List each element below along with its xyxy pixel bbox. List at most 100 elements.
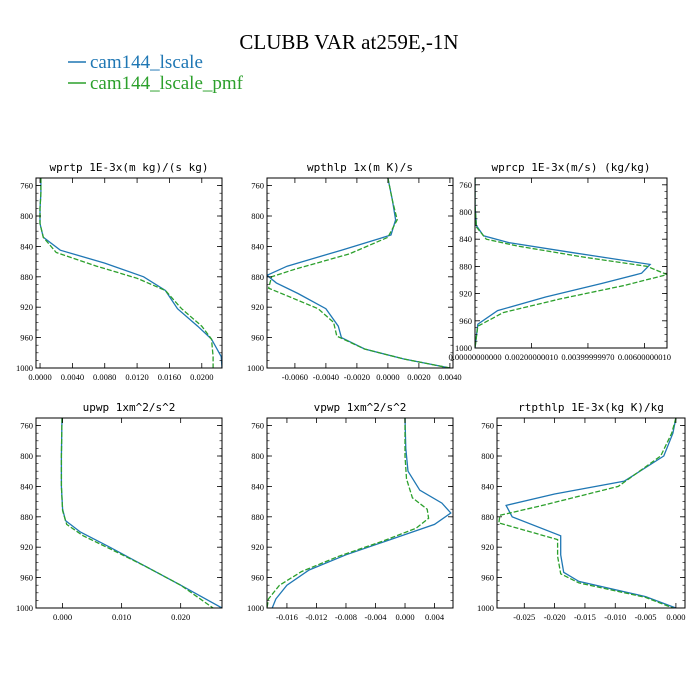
panels: wprtp 1E-3x(m kg)/(s kg) 760 800 840 880 920 9… <box>16 161 686 622</box>
y-tick-label: 880 <box>20 272 33 282</box>
x-tick-label: -0.0020 <box>344 372 370 382</box>
x-tick-label: 0.00000000000 <box>448 352 501 362</box>
panel-title: vpwp 1xm^2/s^2 <box>314 401 407 414</box>
y-tick-label: 800 <box>481 451 494 461</box>
y-tick-label: 920 <box>459 289 472 299</box>
y-tick-label: 760 <box>20 181 33 191</box>
x-tick-label: -0.025 <box>513 612 535 622</box>
x-tick-label: -0.0040 <box>313 372 339 382</box>
y-tick-label: 840 <box>20 241 33 251</box>
series-line-cam144-lscale <box>271 418 452 608</box>
y-tick-label: 960 <box>481 573 494 583</box>
y-tick-label: 800 <box>20 211 33 221</box>
x-tick-label: 0.0120 <box>125 372 148 382</box>
x-tick-label: 0.0080 <box>93 372 116 382</box>
y-tick-label: 760 <box>20 421 33 431</box>
panel-1: wprtp 1E-3x(m kg)/(s kg) 760 800 840 880 920 9… <box>16 161 223 382</box>
x-tick-label: 0.000 <box>53 612 72 622</box>
x-tick-label: -0.0060 <box>282 372 308 382</box>
y-tick-label: 960 <box>459 316 472 326</box>
y-tick-label: 1000 <box>247 603 264 613</box>
y-tick-label: 760 <box>459 180 472 190</box>
panel-4: upwp 1xm^2/s^2 760 800 840 880 920 960 1000 0.00… <box>16 401 223 622</box>
y-tick-label: 760 <box>251 181 264 191</box>
y-tick-label: 920 <box>20 542 33 552</box>
series-line-cam144-lscale-pmf <box>475 178 667 348</box>
x-tick-label: 0.0200 <box>190 372 213 382</box>
y-tick-label: 800 <box>251 211 264 221</box>
y-tick-label: 920 <box>251 542 264 552</box>
x-tick-label: 0.010 <box>112 612 131 622</box>
series-line-cam144-lscale <box>505 418 677 608</box>
y-tick-label: 880 <box>481 512 494 522</box>
series-line-cam144-lscale-pmf <box>498 418 677 608</box>
plot-frame <box>35 417 223 609</box>
x-tick-label: 0.000 <box>395 612 414 622</box>
x-tick-label: 0.000 <box>666 612 685 622</box>
figure-title: CLUBB VAR at259E,-1N <box>239 30 458 54</box>
x-tick-label: -0.004 <box>365 612 388 622</box>
x-tick-label: 0.0000 <box>28 372 51 382</box>
plot-frame <box>35 177 223 369</box>
x-tick-label: -0.010 <box>604 612 626 622</box>
x-tick-label: 0.0020 <box>407 372 430 382</box>
series-line-cam144-lscale-pmf <box>60 418 214 608</box>
y-tick-label: 920 <box>251 302 264 312</box>
y-tick-label: 880 <box>251 272 264 282</box>
panel-title: rtpthlp 1E-3x(kg K)/kg <box>518 401 664 414</box>
y-tick-label: 800 <box>20 451 33 461</box>
x-tick-label: 0.0160 <box>158 372 181 382</box>
y-tick-label: 760 <box>481 421 494 431</box>
plot-frame <box>474 177 668 349</box>
plot-frame <box>496 417 686 609</box>
panel-title: wprtp 1E-3x(m kg)/(s kg) <box>50 161 209 174</box>
y-tick-label: 880 <box>459 261 472 271</box>
y-tick-label: 960 <box>251 333 264 343</box>
y-tick-label: 1000 <box>455 343 472 353</box>
y-tick-label: 880 <box>20 512 33 522</box>
legend-label-lscale: cam144_lscale <box>90 52 203 73</box>
x-tick-label: 0.00200000010 <box>505 352 558 362</box>
x-tick-label: -0.020 <box>544 612 566 622</box>
legend: cam144_lscale cam144_lscale_pmf <box>68 52 244 94</box>
y-tick-label: 840 <box>251 481 264 491</box>
x-tick-label: 0.020 <box>171 612 190 622</box>
panel-title: wpthlp 1x(m K)/s <box>307 161 413 174</box>
y-tick-label: 960 <box>20 333 33 343</box>
y-tick-label: 840 <box>459 234 472 244</box>
y-tick-label: 920 <box>481 542 494 552</box>
y-tick-label: 800 <box>459 207 472 217</box>
y-tick-label: 1000 <box>477 603 494 613</box>
x-tick-label: 0.004 <box>425 612 445 622</box>
x-tick-label: -0.008 <box>335 612 357 622</box>
x-tick-label: -0.015 <box>574 612 596 622</box>
series-line-cam144-lscale-pmf <box>267 418 430 608</box>
y-tick-label: 960 <box>251 573 264 583</box>
x-tick-label: -0.005 <box>635 612 657 622</box>
x-tick-label: -0.012 <box>305 612 327 622</box>
y-tick-label: 840 <box>481 481 494 491</box>
y-tick-label: 960 <box>20 573 33 583</box>
y-tick-label: 1000 <box>247 363 264 373</box>
x-tick-label: 0.0040 <box>438 372 461 382</box>
y-tick-label: 760 <box>251 421 264 431</box>
y-tick-label: 1000 <box>16 603 33 613</box>
panel-6: rtpthlp 1E-3x(kg K)/kg 760 800 840 880 920 960… <box>477 401 686 622</box>
series-line-cam144-lscale-pmf <box>267 178 451 368</box>
panel-title: upwp 1xm^2/s^2 <box>83 401 176 414</box>
panel-3: wprcp 1E-3x(m/s) (kg/kg) 760 800 840 880 920 9… <box>448 161 671 362</box>
x-tick-label: 0.00399999970 <box>561 352 614 362</box>
panel-5: vpwp 1xm^2/s^2 760 800 840 880 920 960 1000 -0.0… <box>247 401 454 622</box>
y-tick-label: 800 <box>251 451 264 461</box>
series-line-cam144-lscale <box>60 418 222 608</box>
series-line-cam144-lscale <box>39 178 222 368</box>
x-tick-label: 0.0040 <box>61 372 84 382</box>
x-tick-label: 0.00600000010 <box>618 352 671 362</box>
plot-frame <box>266 177 454 369</box>
y-tick-label: 1000 <box>16 363 33 373</box>
x-tick-label: 0.0000 <box>376 372 399 382</box>
panel-title: wprcp 1E-3x(m/s) (kg/kg) <box>492 161 651 174</box>
y-tick-label: 920 <box>20 302 33 312</box>
series-line-cam144-lscale <box>267 178 451 368</box>
y-tick-label: 880 <box>251 512 264 522</box>
